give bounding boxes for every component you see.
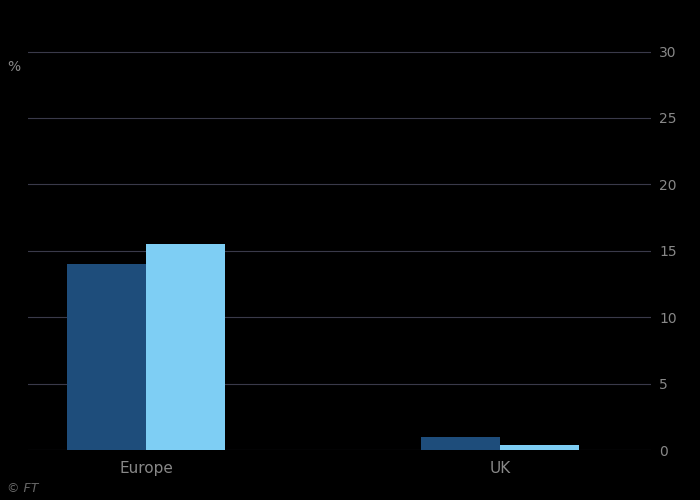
Text: © FT: © FT: [7, 482, 38, 495]
Bar: [421, 436, 500, 450]
Text: %: %: [7, 60, 20, 74]
Bar: [500, 444, 579, 450]
Bar: [146, 244, 225, 450]
Bar: [67, 264, 146, 450]
